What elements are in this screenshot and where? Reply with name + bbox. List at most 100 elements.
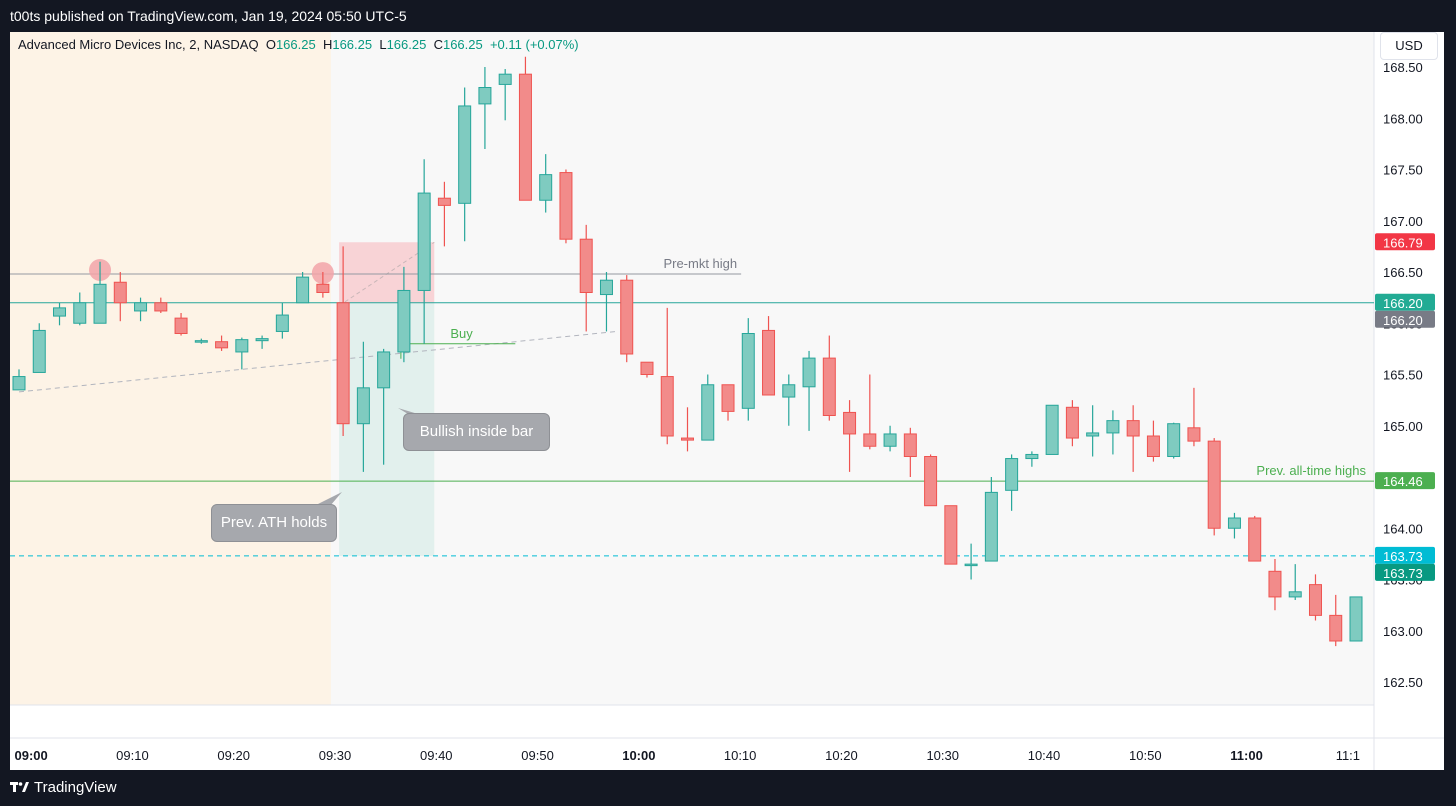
candle-body-27 <box>559 172 573 240</box>
bullish-inside-bar-text: Bullish inside bar <box>419 423 534 440</box>
currency-button[interactable]: USD <box>1380 32 1438 60</box>
candle-body-12 <box>255 338 269 342</box>
candle-body-17 <box>356 387 370 425</box>
open-value: 166.25 <box>275 37 316 52</box>
candle-body-38 <box>782 384 796 398</box>
high-value: 166.25 <box>332 37 373 52</box>
candle-body-44 <box>903 433 917 458</box>
candle-body-1 <box>32 329 46 373</box>
candle-body-30 <box>620 279 634 355</box>
candle-body-18 <box>377 351 391 389</box>
time-tick-12: 11:00 <box>1230 748 1263 763</box>
candle-body-26 <box>539 174 553 201</box>
candle-body-65 <box>1329 614 1343 642</box>
price-tick-8: 166.50 <box>1383 265 1423 280</box>
time-tick-11: 10:50 <box>1129 748 1162 763</box>
time-tick-0: 09:00 <box>15 748 48 763</box>
price-tick-11: 168.00 <box>1383 111 1423 126</box>
candle-body-20 <box>417 192 431 291</box>
open-label: O <box>265 37 276 52</box>
candle-body-50 <box>1025 453 1039 460</box>
candle-body-19 <box>397 289 411 353</box>
prev-ath-holds-text: Prev. ATH holds <box>220 514 328 531</box>
candle-body-37 <box>762 329 776 396</box>
price-tag-4 <box>1375 546 1435 564</box>
price-tick-9: 167.00 <box>1383 214 1423 229</box>
time-tick-4: 09:40 <box>420 748 453 763</box>
price-tag-text-2: 166.20 <box>1383 313 1423 328</box>
prev-all-time-high-label: Prev. all-time highs <box>1256 463 1366 478</box>
candle-body-54 <box>1106 420 1120 434</box>
high-label: H <box>322 37 333 52</box>
candle-body-24 <box>498 73 512 85</box>
price-tick-10: 167.50 <box>1383 163 1423 178</box>
buy-label: Buy <box>450 326 473 341</box>
price-tag-text-1: 166.20 <box>1383 296 1423 311</box>
low-label: L <box>379 37 387 52</box>
candle-body-36 <box>741 333 755 409</box>
candle-body-22 <box>458 105 472 204</box>
candle-body-32 <box>660 376 674 437</box>
candle-body-59 <box>1207 440 1221 529</box>
candle-body-21 <box>437 197 451 206</box>
candle-body-63 <box>1288 591 1302 598</box>
candle-body-56 <box>1146 435 1160 457</box>
time-tick-5: 09:50 <box>521 748 554 763</box>
candle-body-64 <box>1308 584 1322 616</box>
bullish-inside-bar-callout: Bullish inside bar <box>403 413 550 451</box>
time-tick-1: 09:10 <box>116 748 149 763</box>
symbol-legend: Advanced Micro Devices Inc, 2, NASDAQ O1… <box>18 37 579 52</box>
candle-body-48 <box>984 491 998 562</box>
candle-body-41 <box>843 411 857 435</box>
candle-body-58 <box>1187 427 1201 442</box>
change-value: +0.11 (+0.07%) <box>489 37 579 52</box>
candle-body-5 <box>113 281 127 304</box>
low-value: 166.25 <box>386 37 427 52</box>
tradingview-brand: TradingView <box>34 779 117 796</box>
candle-body-25 <box>518 73 532 201</box>
candle-body-35 <box>721 384 735 412</box>
time-tick-9: 10:30 <box>926 748 959 763</box>
chart-frame[interactable]: Pre-mkt high Prev. all-time highs Buy 162.5… <box>10 32 1444 770</box>
candle-body-15 <box>316 283 330 294</box>
bullish-inside-bar-callout-tail <box>398 408 418 414</box>
candle-body-57 <box>1167 423 1181 458</box>
candle-body-31 <box>640 361 654 376</box>
price-tick-0: 162.50 <box>1383 675 1423 690</box>
candle-body-60 <box>1227 517 1241 529</box>
candle-body-7 <box>154 302 168 312</box>
candle-body-2 <box>53 307 67 317</box>
trend-line <box>18 330 617 393</box>
price-tag-text-0: 166.79 <box>1383 235 1423 250</box>
candle-body-9 <box>194 340 208 343</box>
candle-body-62 <box>1268 570 1282 598</box>
time-tick-13: 11:1 <box>1336 748 1360 763</box>
candle-body-13 <box>275 314 289 332</box>
candle-body-53 <box>1086 432 1100 437</box>
candle-body-29 <box>599 279 613 296</box>
candle-body-10 <box>215 341 229 349</box>
top-bar: t00ts published on TradingView.com, Jan … <box>0 0 1456 32</box>
price-tick-3: 164.00 <box>1383 521 1423 536</box>
price-tag-text-4: 163.73 <box>1383 549 1423 564</box>
time-tick-6: 10:00 <box>622 748 655 763</box>
candle-body-49 <box>1005 458 1019 491</box>
price-tick-12: 168.50 <box>1383 60 1423 75</box>
candle-body-6 <box>134 302 148 312</box>
candlestick-chart[interactable]: Pre-mkt high Prev. all-time highs Buy 162.5… <box>10 32 1444 770</box>
published-info: t00ts published on TradingView.com, Jan … <box>10 8 407 24</box>
close-value: 166.25 <box>442 37 483 52</box>
candle-body-40 <box>822 357 836 417</box>
candle-body-61 <box>1248 517 1262 562</box>
candle-body-43 <box>883 433 897 447</box>
candle-body-47 <box>964 563 978 567</box>
price-tag-5 <box>1375 563 1435 581</box>
price-tag-text-3: 164.46 <box>1383 474 1423 489</box>
time-tick-2: 09:20 <box>217 748 250 763</box>
candle-body-16 <box>336 302 350 425</box>
candle-body-33 <box>681 437 694 441</box>
candle-body-52 <box>1065 406 1079 439</box>
bottom-bar: TradingView <box>0 770 1456 806</box>
price-tag-2 <box>1375 310 1435 328</box>
close-label: C <box>433 37 443 52</box>
